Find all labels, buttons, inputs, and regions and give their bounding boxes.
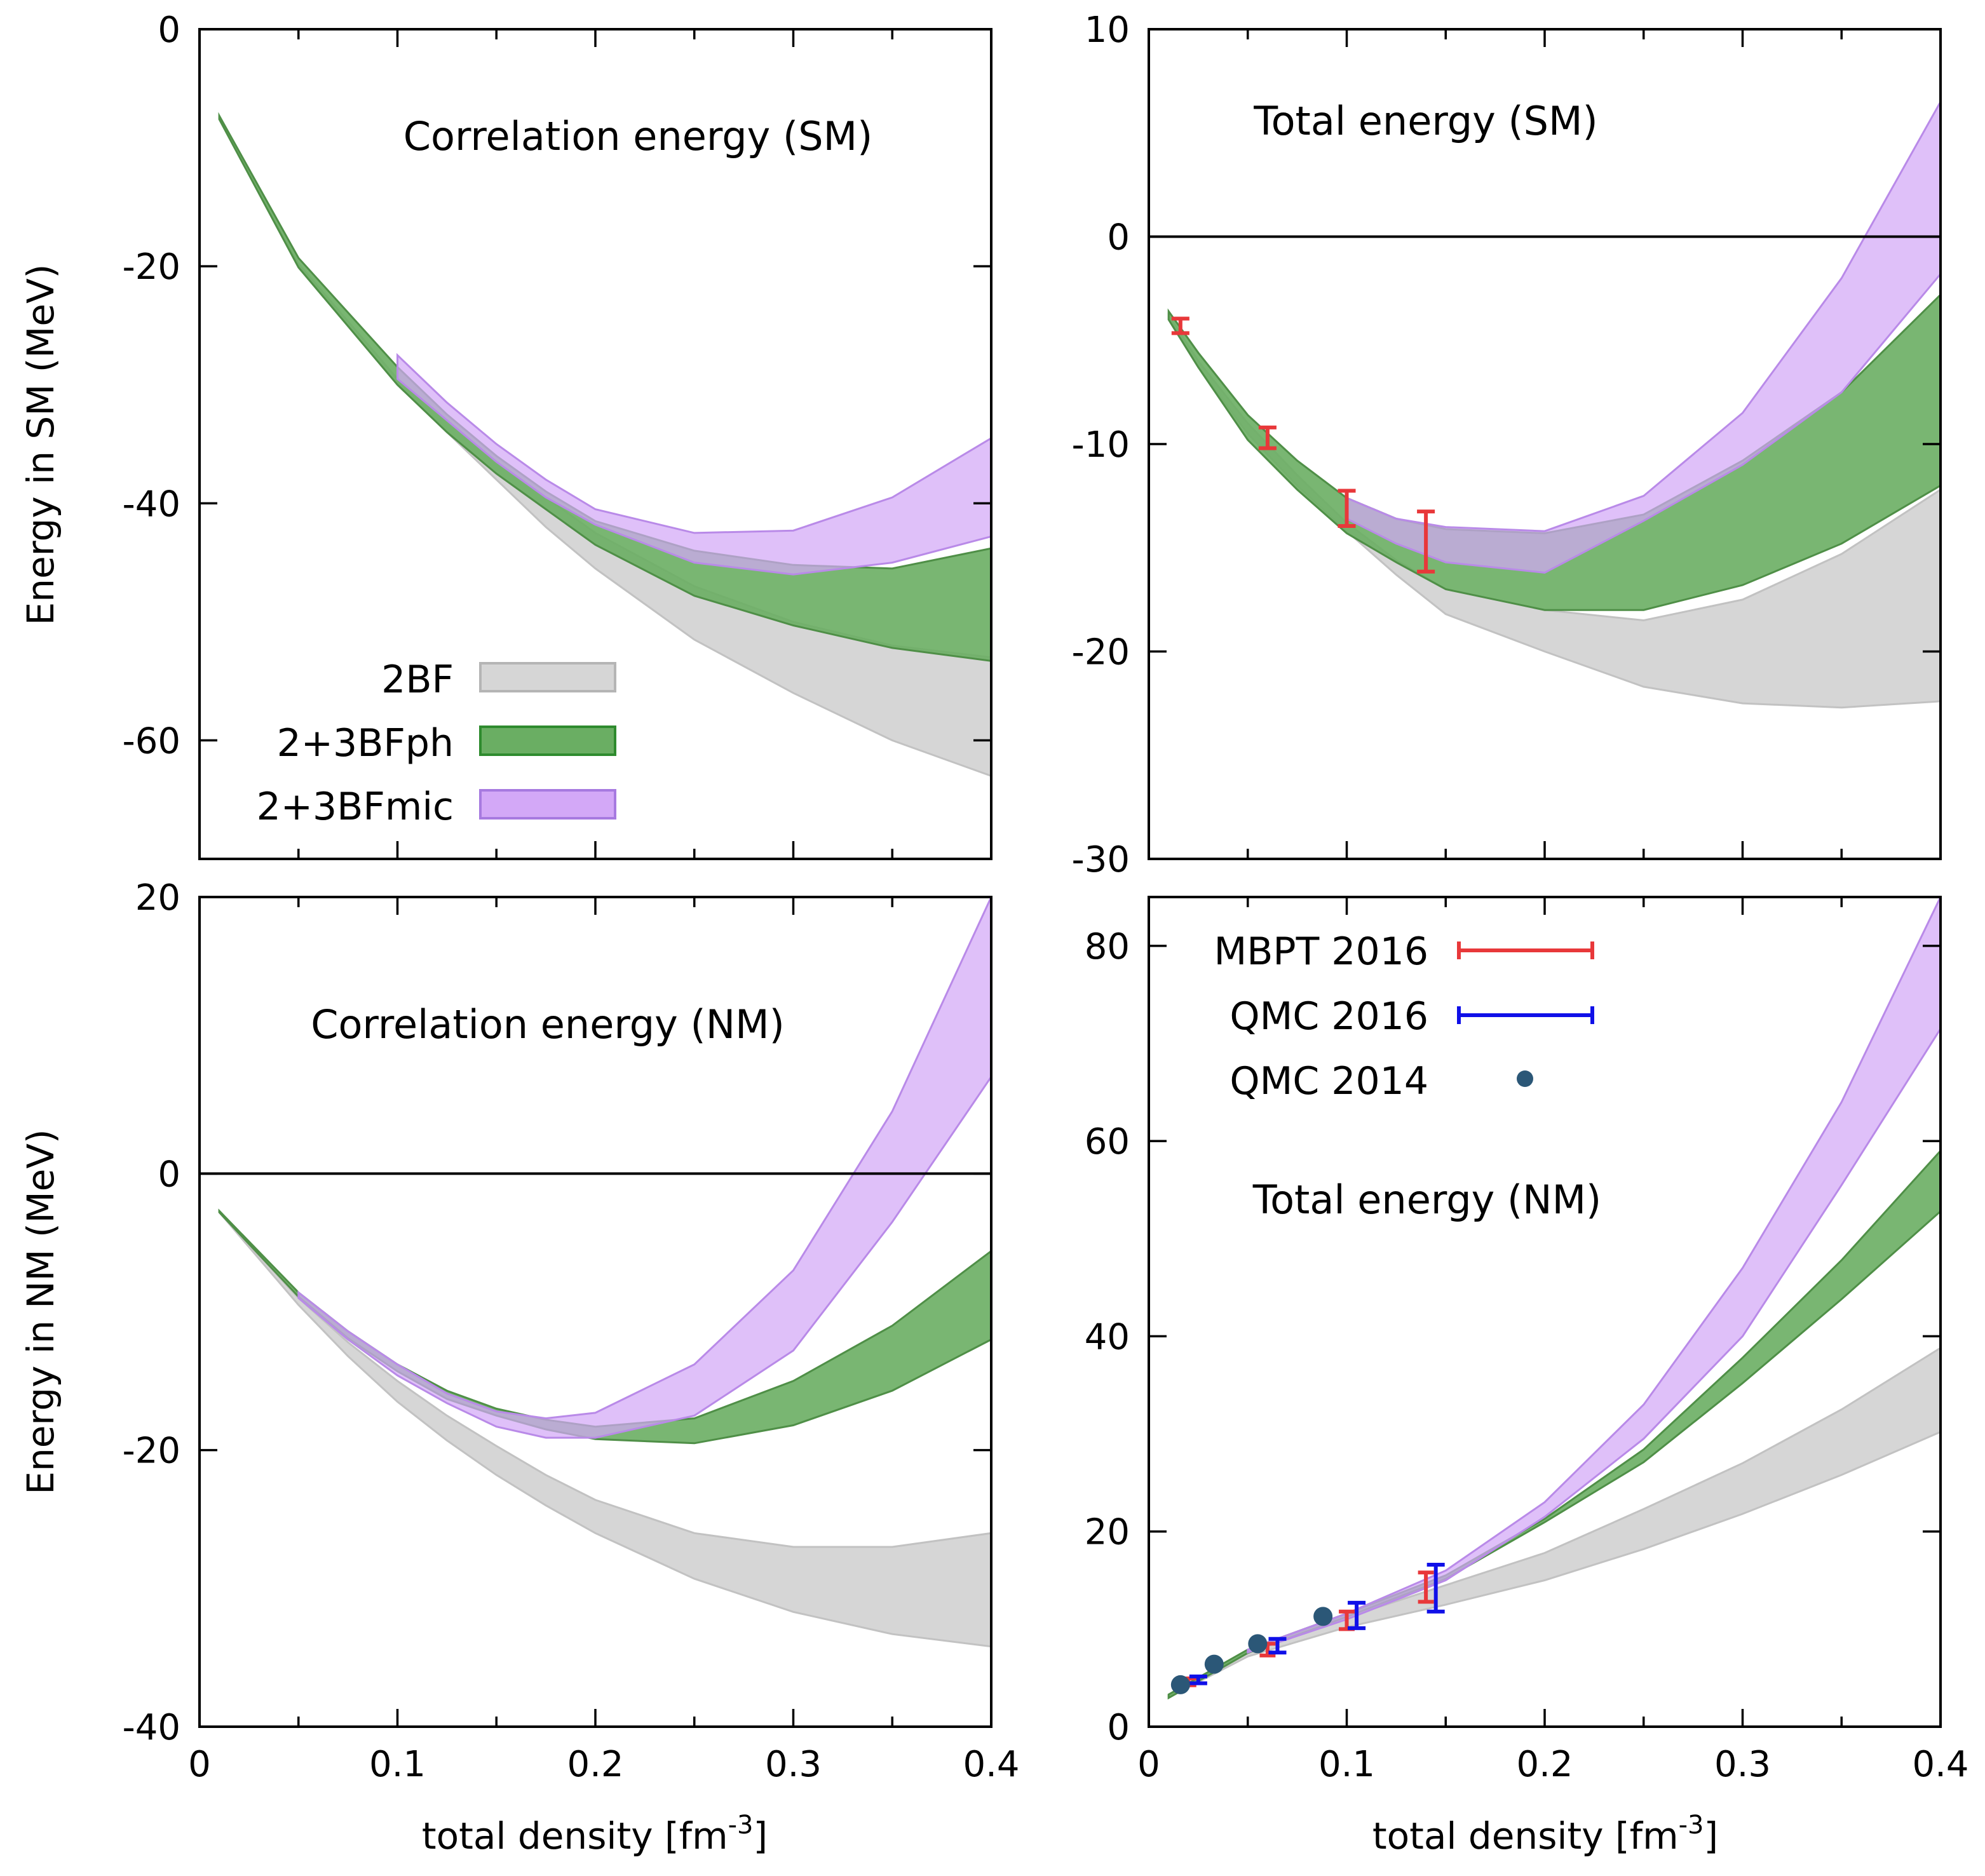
xtick-label-corr-nm-2: 0.2 (567, 1744, 623, 1785)
ytick-label-corr-sm-3: -60 (123, 720, 180, 762)
bands-corr-sm (218, 112, 991, 777)
xtick-label-corr-nm-4: 0.4 (963, 1744, 1019, 1785)
legend-entry-mbpt-2016: MBPT 2016 (1214, 929, 1594, 974)
bands-total-sm (1149, 100, 1941, 709)
point-qmc-2014-2 (1248, 1634, 1268, 1654)
legend-label-qmc-2014: QMC 2014 (1230, 1059, 1428, 1103)
ytick-label-corr-nm-0: 20 (135, 877, 180, 919)
ytick-label-corr-sm-1: -20 (123, 246, 180, 288)
ticks-corr-sm: 0 -20 -40 -60 (123, 10, 993, 859)
legend-label-2-3bfph: 2+3BFph (277, 721, 454, 766)
legend-swatch-2bf (479, 662, 616, 692)
ytick-label-corr-nm-3: -40 (123, 1707, 180, 1748)
panel-total-energy-sm: 10 0 -10 -20 -30 Total energy (SM) (1072, 10, 1942, 881)
ytick-label-corr-nm-1: 0 (158, 1154, 180, 1195)
legend-marker-mbpt-2016 (1457, 941, 1594, 959)
ytick-label-corr-nm-2: -20 (123, 1431, 180, 1472)
legend-label-mbpt-2016: MBPT 2016 (1214, 929, 1428, 974)
xtick-label-corr-nm-1: 0.1 (369, 1744, 426, 1785)
legend-swatch-2-3bfph (479, 725, 616, 756)
ytick-label-total-nm-2: 40 (1085, 1316, 1130, 1358)
legend-entry-2-3bfmic: 2+3BFmic (257, 785, 616, 829)
errorbar-qmc-2016-2 (1348, 1600, 1366, 1630)
y-axis-label-nm: Energy in NM (MeV) (19, 1129, 62, 1494)
legend-entry-qmc-2016: QMC 2016 (1230, 994, 1594, 1039)
ticks-total-sm: 10 0 -10 -20 -30 (1072, 10, 1942, 881)
band-2-3bfmic-total-sm (1346, 100, 1941, 574)
panel-correlation-energy-sm: 0 -20 -40 -60 Correlation energy (SM) Energ… (19, 10, 993, 860)
band-2-3bfmic-corr-nm (297, 897, 991, 1439)
legend-points: MBPT 2016 QMC 2016 QMC 2014 (1214, 929, 1594, 1103)
errorbar-mbpt-2016-0 (1171, 316, 1189, 335)
errorbar-mbpt-2016-3 (1417, 509, 1435, 574)
ytick-label-corr-sm-2: -40 (123, 483, 180, 525)
legend-marker-qmc-2016 (1457, 1006, 1594, 1024)
ticks-corr-nm: 200-20-400 0.1 0.2 0.3 0.4 (123, 877, 1020, 1785)
ytick-label-total-sm-4: -30 (1072, 839, 1130, 881)
errorbar-mbpt-2016-3 (1418, 1570, 1434, 1604)
xtick-label-total-nm-1: 0.1 (1318, 1744, 1375, 1785)
errorbar-mbpt-2016-1 (1258, 425, 1277, 450)
ytick-label-total-sm-3: -20 (1072, 632, 1130, 673)
bands-corr-nm (200, 897, 991, 1648)
ytick-label-total-nm-4: 0 (1107, 1707, 1130, 1748)
ytick-label-total-nm-0: 80 (1085, 926, 1130, 968)
xtick-label-corr-nm-3: 0.3 (765, 1744, 822, 1785)
legend-marker-qmc-2014 (1517, 1070, 1533, 1087)
errorbar-mbpt-2016-2 (1338, 489, 1356, 528)
legend-swatch-2-3bfmic (479, 789, 616, 820)
bands-total-nm (1167, 897, 1941, 1700)
errorbar-qmc-2016-0 (1189, 1674, 1207, 1685)
xtick-label-total-nm-0: 0 (1137, 1744, 1160, 1785)
band-2-3bfph-corr-sm (218, 112, 991, 662)
ticks-total-nm: 80 60 40 20 00 0.1 0.2 0.3 0.4 (1085, 897, 1969, 1785)
panel-correlation-energy-nm: 200-20-400 0.1 0.2 0.3 0.4 Correlation energ… (19, 877, 1020, 1858)
xtick-label-total-nm-2: 0.2 (1516, 1744, 1573, 1785)
ytick-label-total-sm-2: -10 (1072, 424, 1130, 466)
legend-label-2-3bfmic: 2+3BFmic (257, 785, 454, 829)
point-qmc-2014-1 (1204, 1654, 1224, 1674)
x-axis-label-left: total density [fm-3] (422, 1811, 768, 1858)
errorbar-qmc-2016-1 (1268, 1636, 1287, 1655)
point-qmc-2014-3 (1313, 1607, 1333, 1626)
y-axis-label-sm: Energy in SM (MeV) (19, 264, 62, 626)
x-axis-label-right: total density [fm-3] (1372, 1811, 1718, 1858)
ytick-label-total-nm-3: 20 (1085, 1512, 1130, 1553)
ytick-label-total-nm-1: 60 (1085, 1121, 1130, 1163)
legend-label-qmc-2016: QMC 2016 (1230, 994, 1428, 1039)
xtick-label-corr-nm-0: 0 (188, 1744, 211, 1785)
band-2-3bfmic-corr-sm (396, 353, 991, 576)
ytick-label-total-sm-0: 10 (1085, 10, 1130, 51)
band-2-3bfmic-total-nm (1247, 897, 1941, 1654)
panel-title-total-nm: Total energy (NM) (1252, 1177, 1602, 1223)
panel-title-corr-nm: Correlation energy (NM) (311, 1001, 785, 1048)
xtick-label-total-nm-4: 0.4 (1912, 1744, 1968, 1785)
legend-entry-2bf: 2BF (381, 658, 616, 702)
legend-label-2bf: 2BF (381, 658, 454, 702)
legend-entry-2-3bfph: 2+3BFph (277, 721, 616, 766)
legend-entry-qmc-2014: QMC 2014 (1230, 1059, 1533, 1103)
panel-total-energy-nm: 80 60 40 20 00 0.1 0.2 0.3 0.4 Total energy (NM)… (1085, 896, 1969, 1858)
ytick-label-total-sm-1: 0 (1107, 217, 1130, 259)
xtick-label-total-nm-3: 0.3 (1714, 1744, 1771, 1785)
point-qmc-2014-0 (1170, 1675, 1190, 1694)
band-2bf-total-nm (1167, 1347, 1941, 1699)
band-2bf-corr-nm (218, 1211, 991, 1648)
legend-bands: 2BF 2+3BFph 2+3BFmic (257, 658, 616, 829)
errorbar-qmc-2016-3 (1426, 1562, 1445, 1614)
ytick-label-corr-sm-0: 0 (158, 10, 180, 51)
panel-title-corr-sm: Correlation energy (SM) (403, 113, 873, 159)
panel-title-total-sm: Total energy (SM) (1253, 98, 1597, 144)
